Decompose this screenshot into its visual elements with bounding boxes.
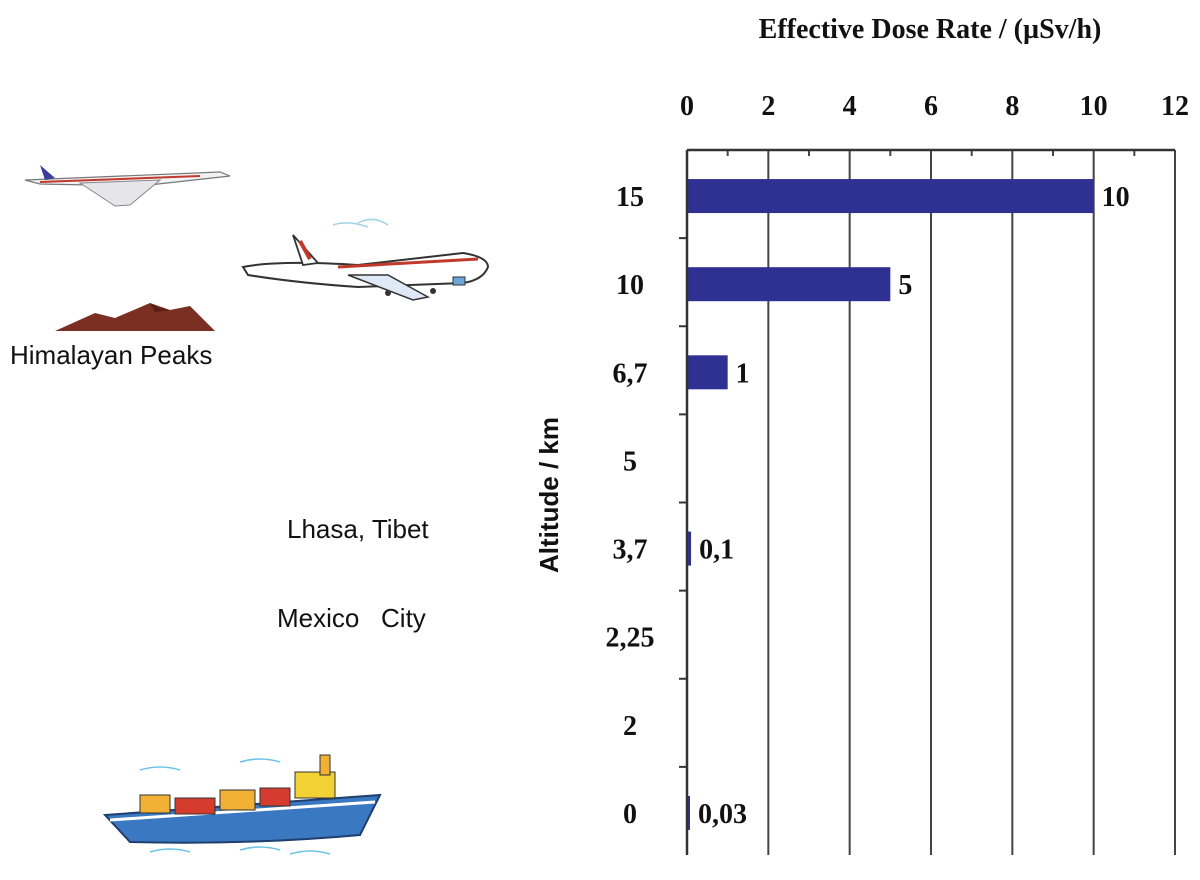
- y-category-label: 15: [616, 182, 644, 213]
- airliner-icon: [241, 218, 490, 301]
- x-tick-label: 8: [1005, 91, 1019, 122]
- y-category-label: 10: [616, 270, 644, 301]
- grid-lines: [767, 150, 1176, 855]
- y-axis-title: Altitude / km: [534, 417, 564, 573]
- data-label: 0,03: [698, 799, 747, 830]
- mexico-city-label: Mexico City: [277, 603, 426, 633]
- bars: [687, 179, 1094, 830]
- y-category-label: 5: [623, 446, 637, 477]
- y-category-label: 2,25: [606, 623, 655, 654]
- axes: [679, 148, 1175, 855]
- x-tick-label: 0: [680, 91, 694, 122]
- y-category-label: 0: [623, 799, 637, 830]
- data-label: 1: [736, 358, 750, 389]
- data-label: 0,1: [699, 535, 734, 566]
- lhasa-label: Lhasa, Tibet: [287, 514, 429, 544]
- data-label: 5: [898, 270, 912, 301]
- mountain-peaks-icon: [55, 303, 215, 331]
- bar: [687, 179, 1094, 214]
- cargo-ship-icon: [102, 754, 382, 855]
- x-axis-title: Effective Dose Rate / (µSv/h): [759, 14, 1102, 45]
- bar: [687, 267, 891, 302]
- bar: [687, 795, 690, 830]
- x-tick-label: 10: [1080, 91, 1108, 122]
- bar: [687, 355, 728, 390]
- y-category-label: 3,7: [613, 535, 648, 566]
- supersonic-jet-icon: [24, 165, 231, 207]
- x-tick-label: 12: [1161, 91, 1189, 122]
- data-labels: 10 5 1 0,1 0,03: [698, 182, 1130, 830]
- x-tick-label: 2: [761, 91, 775, 122]
- himalayan-peaks-label: Himalayan Peaks: [10, 340, 213, 370]
- y-category-label: 6,7: [613, 358, 648, 389]
- data-label: 10: [1102, 182, 1130, 213]
- x-tick-label: 4: [843, 91, 857, 122]
- y-category-label: 2: [623, 711, 637, 742]
- bar: [687, 531, 692, 566]
- x-tick-label: 6: [924, 91, 938, 122]
